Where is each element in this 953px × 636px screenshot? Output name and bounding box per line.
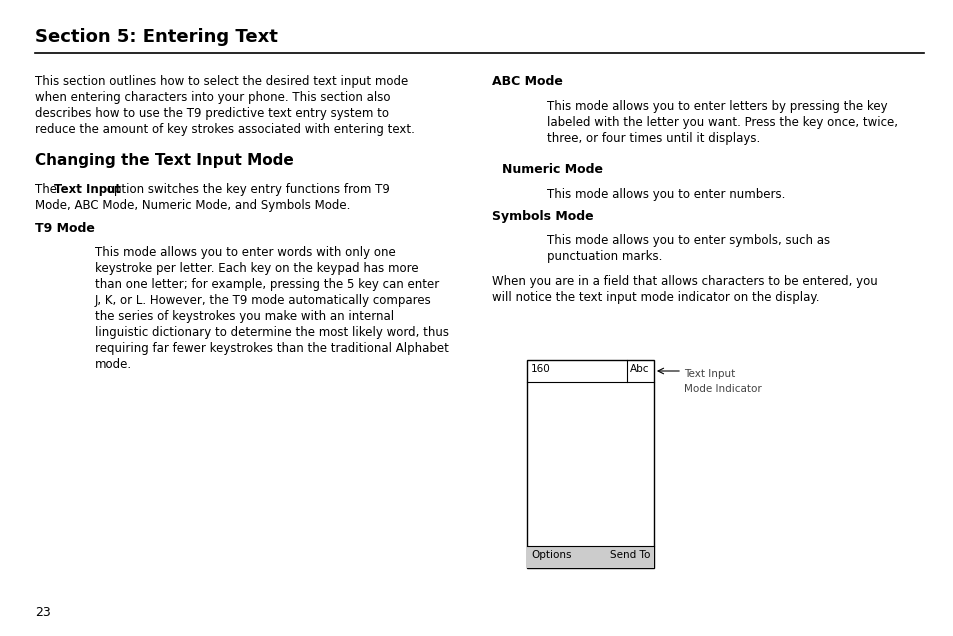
Text: T9 Mode: T9 Mode <box>35 222 94 235</box>
Text: ABC Mode: ABC Mode <box>492 75 562 88</box>
Text: This mode allows you to enter words with only one: This mode allows you to enter words with… <box>95 246 395 259</box>
Text: 160: 160 <box>531 364 550 374</box>
Text: Changing the Text Input Mode: Changing the Text Input Mode <box>35 153 294 168</box>
Text: Send To: Send To <box>609 550 649 560</box>
Text: option switches the key entry functions from T9: option switches the key entry functions … <box>103 183 390 196</box>
Text: than one letter; for example, pressing the 5 key can enter: than one letter; for example, pressing t… <box>95 278 438 291</box>
Text: Numeric Mode: Numeric Mode <box>501 163 602 176</box>
Text: 23: 23 <box>35 606 51 619</box>
Text: The: The <box>35 183 61 196</box>
Text: reduce the amount of key strokes associated with entering text.: reduce the amount of key strokes associa… <box>35 123 415 136</box>
Text: This mode allows you to enter letters by pressing the key: This mode allows you to enter letters by… <box>546 100 886 113</box>
Text: mode.: mode. <box>95 358 132 371</box>
Text: When you are in a field that allows characters to be entered, you: When you are in a field that allows char… <box>492 275 877 288</box>
Text: Mode, ABC Mode, Numeric Mode, and Symbols Mode.: Mode, ABC Mode, Numeric Mode, and Symbol… <box>35 199 350 212</box>
Bar <box>526 360 654 568</box>
Text: requiring far fewer keystrokes than the traditional Alphabet: requiring far fewer keystrokes than the … <box>95 342 449 355</box>
Text: keystroke per letter. Each key on the keypad has more: keystroke per letter. Each key on the ke… <box>95 262 418 275</box>
Text: Options: Options <box>531 550 571 560</box>
Text: the series of keystrokes you make with an internal: the series of keystrokes you make with a… <box>95 310 394 323</box>
Bar <box>526 546 654 568</box>
Text: This mode allows you to enter numbers.: This mode allows you to enter numbers. <box>546 188 784 201</box>
Text: Abc: Abc <box>629 364 649 374</box>
Text: describes how to use the T9 predictive text entry system to: describes how to use the T9 predictive t… <box>35 107 389 120</box>
Text: linguistic dictionary to determine the most likely word, thus: linguistic dictionary to determine the m… <box>95 326 449 339</box>
Text: will notice the text input mode indicator on the display.: will notice the text input mode indicato… <box>492 291 819 304</box>
Text: This section outlines how to select the desired text input mode: This section outlines how to select the … <box>35 75 408 88</box>
Text: J, K, or L. However, the T9 mode automatically compares: J, K, or L. However, the T9 mode automat… <box>95 294 432 307</box>
Text: Section 5: Entering Text: Section 5: Entering Text <box>35 28 277 46</box>
Text: Mode Indicator: Mode Indicator <box>683 384 760 394</box>
Text: punctuation marks.: punctuation marks. <box>546 250 661 263</box>
Text: Text Input: Text Input <box>683 369 735 379</box>
Text: when entering characters into your phone. This section also: when entering characters into your phone… <box>35 91 390 104</box>
Text: This mode allows you to enter symbols, such as: This mode allows you to enter symbols, s… <box>546 234 829 247</box>
Text: three, or four times until it displays.: three, or four times until it displays. <box>546 132 760 145</box>
Text: labeled with the letter you want. Press the key once, twice,: labeled with the letter you want. Press … <box>546 116 897 129</box>
Text: Text Input: Text Input <box>54 183 121 196</box>
Text: Symbols Mode: Symbols Mode <box>492 210 593 223</box>
